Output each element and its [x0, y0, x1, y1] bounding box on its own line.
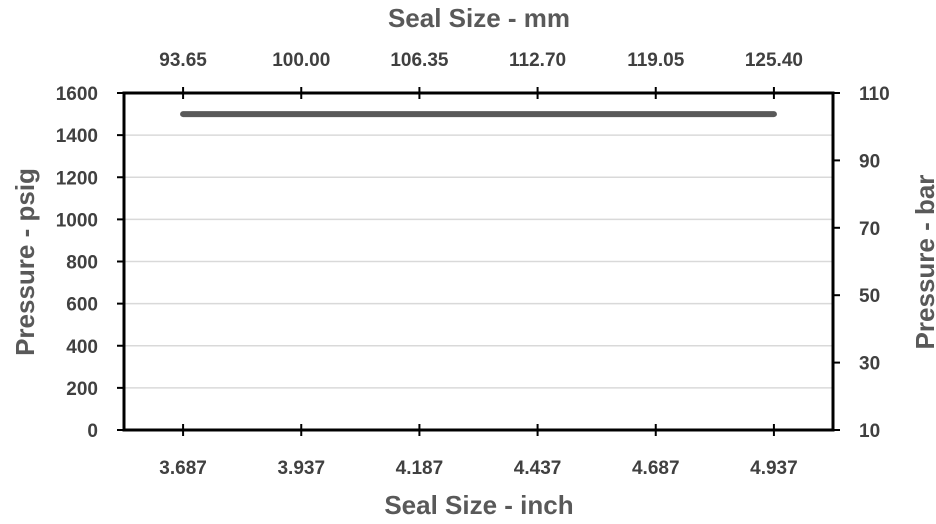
tick-marks	[117, 87, 840, 436]
right-axis-title: Pressure - bar	[910, 175, 936, 350]
x2-tick-label: 119.05	[627, 50, 684, 71]
y2-tick-label: 110	[859, 84, 890, 105]
x-tick-label: 4.937	[750, 458, 798, 479]
y-tick-label: 1000	[56, 210, 98, 231]
y-tick-label: 800	[66, 253, 98, 274]
gridlines	[124, 134, 833, 389]
left-axis-title: Pressure - psig	[10, 168, 40, 356]
top-axis-title: Seal Size - mm	[388, 3, 570, 33]
y2-tick-label: 30	[859, 354, 880, 375]
y2-tick-label: 50	[859, 286, 880, 307]
y-tick-label: 1200	[56, 168, 98, 189]
y-tick-label: 1400	[56, 126, 98, 147]
y2-tick-label: 70	[859, 219, 880, 240]
y-tick-label: 0	[87, 421, 98, 442]
x2-tick-label: 112.70	[509, 50, 566, 71]
tick-labels: 0 200 400 600 800 1000 1200 1400 1600 10 30 50 70 90 1…	[56, 50, 890, 479]
bottom-axis-title: Seal Size - inch	[384, 490, 573, 520]
y-tick-label: 1600	[56, 84, 98, 105]
x2-tick-label: 106.35	[390, 50, 449, 71]
x2-tick-label: 100.00	[272, 50, 330, 71]
y-tick-label: 600	[66, 295, 98, 316]
x-tick-label: 4.437	[514, 458, 562, 479]
y2-tick-label: 10	[859, 421, 880, 442]
y-tick-label: 200	[66, 379, 98, 400]
x-tick-label: 4.187	[396, 458, 444, 479]
y2-tick-label: 90	[859, 151, 880, 172]
x-tick-label: 3.937	[277, 458, 325, 479]
x-tick-label: 3.687	[159, 458, 207, 479]
x2-tick-label: 125.40	[745, 50, 803, 71]
y-tick-label: 400	[66, 337, 98, 358]
x2-tick-label: 93.65	[159, 50, 207, 71]
x-tick-label: 4.687	[632, 458, 680, 479]
